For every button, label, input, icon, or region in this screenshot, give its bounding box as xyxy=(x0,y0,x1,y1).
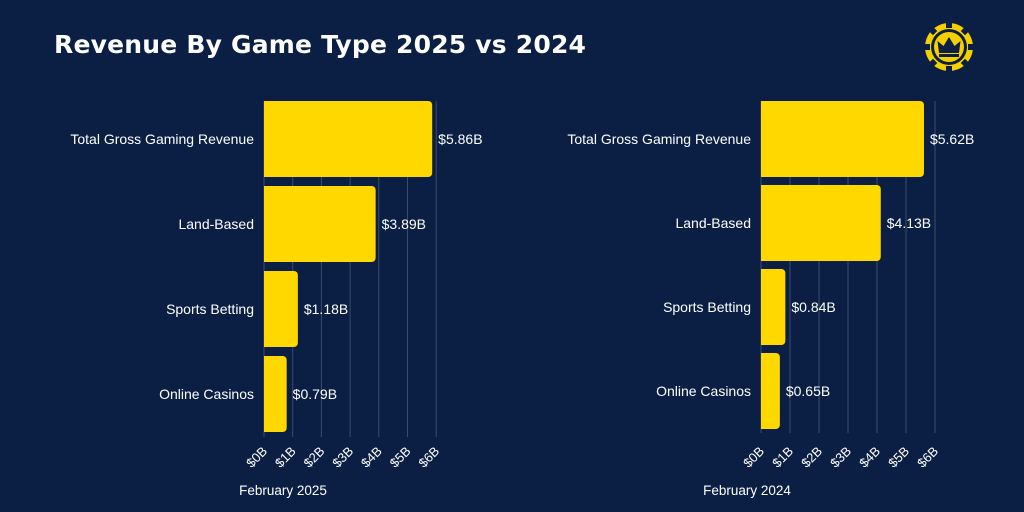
category-label: Online Casinos xyxy=(159,386,254,402)
category-label: Total Gross Gaming Revenue xyxy=(567,131,751,147)
x-tick-label: $1B xyxy=(769,444,796,471)
x-tick-label: $0B xyxy=(243,444,270,471)
x-tick-label: $1B xyxy=(272,444,299,471)
value-label: $5.62B xyxy=(930,131,974,147)
value-label: $0.84B xyxy=(791,299,835,315)
bar xyxy=(761,101,924,177)
bar xyxy=(264,271,298,347)
x-tick-label: $6B xyxy=(914,444,941,471)
x-tick-label: $3B xyxy=(827,444,854,471)
category-label: Total Gross Gaming Revenue xyxy=(70,131,254,147)
x-tick-label: $4B xyxy=(358,444,385,471)
bar xyxy=(761,185,881,261)
bar-base xyxy=(264,101,270,177)
x-tick-label: $3B xyxy=(329,444,356,471)
bar xyxy=(264,186,376,262)
bar-base xyxy=(264,186,270,262)
category-label: Sports Betting xyxy=(166,301,254,317)
value-label: $0.79B xyxy=(293,386,337,402)
bar-base xyxy=(264,271,270,347)
x-tick-label: $4B xyxy=(856,444,883,471)
value-label: $5.86B xyxy=(438,131,482,147)
x-tick-label: $0B xyxy=(740,444,767,471)
bar xyxy=(761,269,786,345)
value-label: $3.89B xyxy=(382,216,426,232)
crown-chip-icon xyxy=(924,22,974,72)
chart-caption: February 2025 xyxy=(239,483,327,498)
category-label: Sports Betting xyxy=(663,299,751,315)
bar-base xyxy=(264,356,270,432)
value-label: $1.18B xyxy=(304,301,348,317)
category-label: Land-Based xyxy=(675,215,751,231)
category-label: Land-Based xyxy=(178,216,254,232)
x-tick-label: $5B xyxy=(885,444,912,471)
bar-base xyxy=(761,353,767,429)
value-label: $0.65B xyxy=(786,383,830,399)
page-title: Revenue By Game Type 2025 vs 2024 xyxy=(54,30,587,59)
x-tick-label: $2B xyxy=(798,444,825,471)
bar xyxy=(264,101,433,177)
x-tick-label: $2B xyxy=(301,444,328,471)
x-tick-label: $6B xyxy=(415,444,442,471)
bar-base xyxy=(761,185,767,261)
chart-caption: February 2024 xyxy=(703,483,791,498)
bar-base xyxy=(761,269,767,345)
category-label: Online Casinos xyxy=(656,383,751,399)
bar-base xyxy=(761,101,767,177)
x-tick-label: $5B xyxy=(387,444,414,471)
value-label: $4.13B xyxy=(887,215,931,231)
